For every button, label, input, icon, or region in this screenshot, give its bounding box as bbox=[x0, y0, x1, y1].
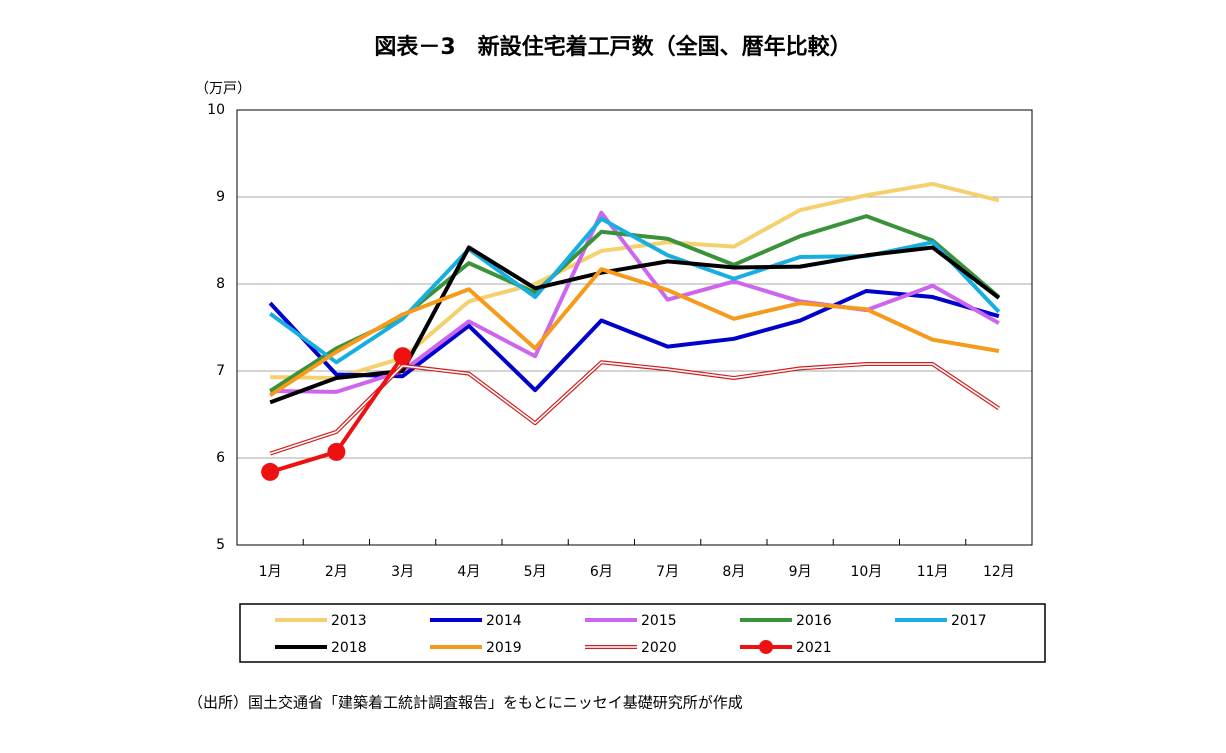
legend-label: 2017 bbox=[951, 613, 987, 629]
x-tick-label: 6月 bbox=[590, 564, 613, 580]
y-tick-label: 5 bbox=[216, 537, 225, 553]
x-tick-label: 11月 bbox=[917, 564, 949, 580]
y-tick-label: 10 bbox=[207, 102, 225, 118]
y-tick-label: 7 bbox=[216, 363, 225, 379]
point bbox=[327, 442, 346, 461]
legend-label: 2013 bbox=[331, 613, 367, 629]
x-tick-label: 12月 bbox=[983, 564, 1015, 580]
series-line bbox=[269, 267, 1000, 398]
legend-label: 2021 bbox=[796, 640, 832, 656]
x-tick-label: 5月 bbox=[524, 564, 547, 580]
point bbox=[261, 462, 280, 481]
x-tick-label: 8月 bbox=[722, 564, 745, 580]
x-tick-label: 9月 bbox=[789, 564, 812, 580]
legend-box bbox=[239, 603, 1046, 663]
x-tick-label: 1月 bbox=[259, 564, 282, 580]
x-tick-label: 10月 bbox=[850, 564, 882, 580]
legend-marker bbox=[759, 640, 773, 654]
legend-label: 2015 bbox=[641, 613, 677, 629]
y-tick-label: 8 bbox=[216, 276, 225, 292]
y-tick-label: 9 bbox=[216, 189, 225, 205]
series-line-inner bbox=[269, 361, 1000, 455]
legend-label: 2020 bbox=[641, 640, 677, 656]
legend-label: 2018 bbox=[331, 640, 367, 656]
legend-label: 2019 bbox=[486, 640, 522, 656]
series-line bbox=[268, 216, 1001, 365]
plot-border bbox=[236, 109, 1033, 546]
y-tick-label: 6 bbox=[216, 450, 225, 466]
legend-label: 2016 bbox=[796, 613, 832, 629]
chart-title: 図表－3 新設住宅着工戸数（全国、暦年比較） bbox=[374, 34, 851, 60]
y-axis-label: （万戸） bbox=[195, 81, 251, 97]
legend-label: 2014 bbox=[486, 613, 522, 629]
series-line bbox=[270, 181, 1000, 380]
x-tick-label: 4月 bbox=[457, 564, 480, 580]
point bbox=[393, 347, 412, 366]
source-note: （出所）国土交通省「建築着工統計調査報告」をもとにニッセイ基礎研究所が作成 bbox=[188, 694, 743, 712]
x-tick-label: 2月 bbox=[325, 564, 348, 580]
x-tick-label: 7月 bbox=[656, 564, 679, 580]
x-tick-label: 3月 bbox=[391, 564, 414, 580]
